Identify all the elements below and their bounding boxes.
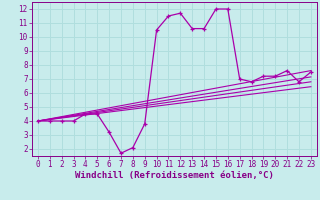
X-axis label: Windchill (Refroidissement éolien,°C): Windchill (Refroidissement éolien,°C) <box>75 171 274 180</box>
